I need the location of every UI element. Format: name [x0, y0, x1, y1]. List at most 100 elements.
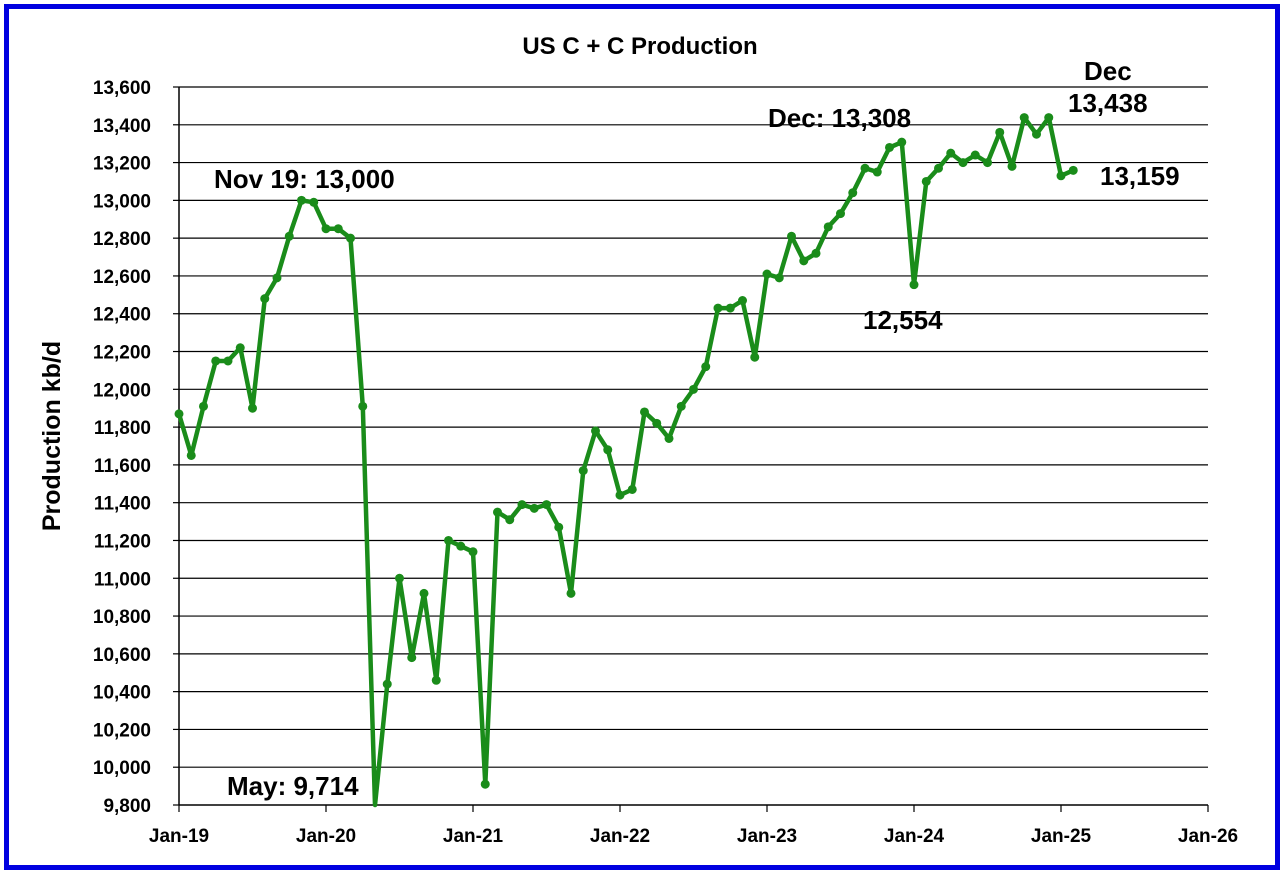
- annotation-label: 13,438: [1068, 88, 1148, 118]
- y-tick-label: 10,200: [93, 720, 151, 741]
- data-point: [946, 148, 956, 158]
- data-point: [480, 779, 490, 789]
- data-point: [934, 163, 943, 173]
- data-point: [309, 197, 319, 207]
- data-point: [456, 541, 466, 551]
- data-point: [444, 535, 453, 545]
- y-tick-label: 9,800: [103, 796, 151, 817]
- data-point: [1032, 129, 1041, 139]
- y-tick-label: 12,800: [93, 229, 151, 250]
- data-point: [578, 466, 588, 476]
- data-point: [382, 679, 392, 689]
- data-point: [897, 137, 907, 147]
- data-point: [1019, 113, 1029, 123]
- data-point: [248, 403, 257, 413]
- y-tick-label: 11,000: [94, 569, 151, 590]
- x-tick-labels: Jan-19 Jan-20 Jan-21 Jan-22 Jan-23 Jan-24 Jan-…: [149, 826, 1238, 847]
- data-point: [664, 433, 674, 443]
- x-tick-label: Jan-21: [443, 826, 504, 847]
- gridlines: [173, 86, 1208, 806]
- y-tick-label: 13,400: [93, 116, 151, 137]
- y-tick-label: 11,800: [94, 418, 151, 439]
- data-point: [517, 500, 527, 510]
- data-point: [762, 269, 772, 279]
- data-point: [701, 362, 711, 372]
- data-point: [1068, 165, 1078, 175]
- data-point: [970, 150, 980, 160]
- data-point: [321, 224, 331, 234]
- data-point: [713, 303, 723, 313]
- y-tick-label: 11,600: [94, 456, 151, 477]
- y-tick-label: 10,600: [93, 645, 151, 666]
- annotation-label: 13,159: [1100, 161, 1180, 191]
- annotation-label: Dec: 13,308: [768, 103, 911, 133]
- data-point: [958, 158, 968, 168]
- data-point: [333, 224, 343, 234]
- data-point: [615, 490, 625, 500]
- data-point: [885, 142, 894, 152]
- data-point: [811, 248, 821, 258]
- data-point: [909, 280, 919, 290]
- y-tick-label: 10,000: [93, 758, 151, 779]
- data-point: [174, 409, 184, 419]
- y-tick-label: 12,600: [93, 267, 151, 288]
- data-point: [566, 588, 576, 598]
- data-point: [860, 163, 870, 173]
- series-line: [176, 115, 1075, 808]
- data-point: [799, 256, 809, 266]
- axes: [178, 87, 1209, 812]
- annotation-label: Dec: [1084, 56, 1132, 86]
- data-point: [983, 158, 992, 168]
- y-tick-label: 10,400: [93, 683, 151, 704]
- data-point: [738, 296, 747, 306]
- data-point: [284, 231, 294, 241]
- data-point: [468, 547, 478, 557]
- x-tick-label: Jan-26: [1178, 826, 1238, 847]
- data-point: [542, 500, 551, 510]
- data-point: [223, 356, 233, 366]
- data-point: [591, 426, 600, 436]
- data-point: [235, 343, 245, 353]
- y-tick-labels: 9,800 10,000 10,200 10,400 10,600 10,800 11,00…: [93, 78, 151, 817]
- data-point: [199, 401, 208, 411]
- y-tick-label: 12,400: [93, 305, 151, 326]
- data-point: [1007, 161, 1017, 171]
- annotation-label: May: 9,714: [227, 771, 359, 801]
- data-point: [750, 352, 760, 362]
- data-point: [640, 407, 649, 417]
- data-point: [689, 384, 698, 394]
- x-tick-label: Jan-20: [296, 826, 356, 847]
- data-point: [554, 522, 564, 532]
- data-point: [872, 167, 882, 177]
- y-tick-label: 12,000: [93, 380, 151, 401]
- data-point: [529, 503, 539, 513]
- x-tick-label: Jan-25: [1031, 826, 1092, 847]
- y-tick-label: 11,200: [94, 531, 151, 552]
- y-tick-label: 12,200: [93, 343, 151, 364]
- data-point: [995, 127, 1005, 137]
- data-point: [676, 401, 686, 411]
- x-tick-label: Jan-22: [590, 826, 650, 847]
- data-point: [211, 356, 221, 366]
- data-point: [419, 588, 429, 598]
- y-tick-label: 13,200: [93, 154, 151, 175]
- data-point: [346, 233, 355, 243]
- y-axis-title: Production kb/d: [38, 341, 66, 531]
- annotations: Nov 19: 13,000 May: 9,714 Dec: 13,308 12,55…: [214, 56, 1180, 801]
- data-point: [603, 445, 613, 455]
- data-point: [652, 418, 662, 428]
- x-tick-label: Jan-19: [149, 826, 209, 847]
- y-tick-label: 10,800: [93, 607, 151, 628]
- data-point: [272, 273, 282, 283]
- data-point: [431, 675, 441, 685]
- data-point: [848, 188, 858, 198]
- data-point: [358, 401, 368, 411]
- data-point: [505, 515, 515, 525]
- x-tick-label: Jan-23: [737, 826, 797, 847]
- data-point: [407, 653, 417, 663]
- data-point: [1056, 171, 1066, 181]
- data-point: [493, 507, 502, 517]
- x-tick-label: Jan-24: [884, 826, 945, 847]
- data-point: [921, 176, 931, 186]
- data-point: [395, 573, 404, 583]
